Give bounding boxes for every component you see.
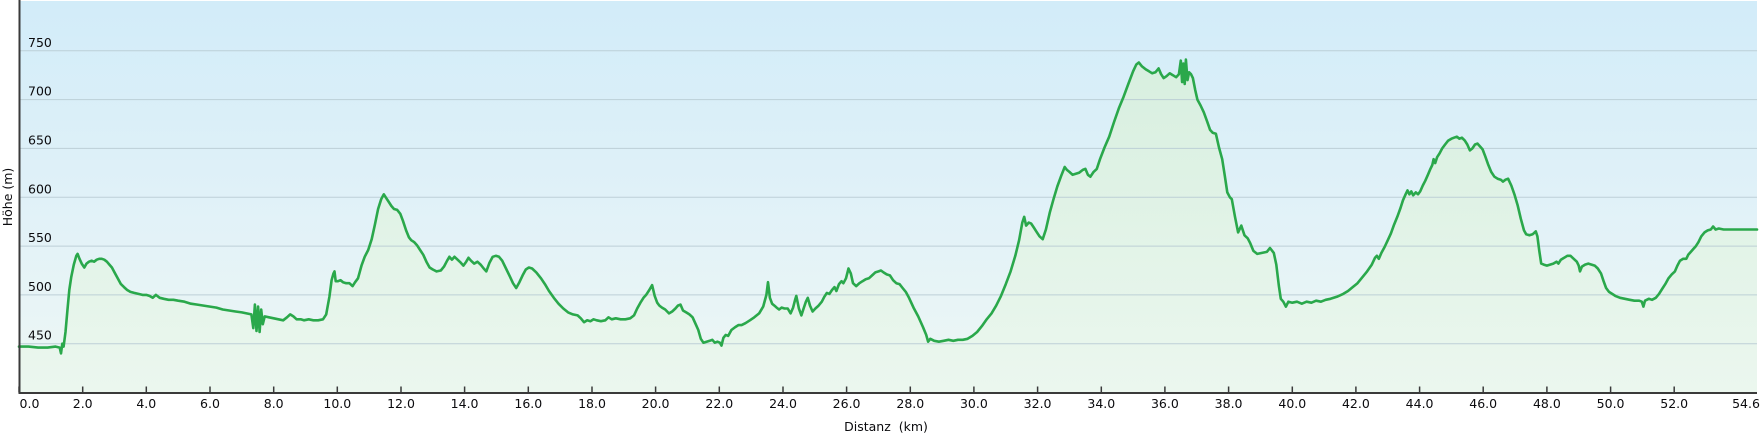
x-tick-label: 50.0 bbox=[1597, 396, 1625, 411]
x-tick-label: 34.0 bbox=[1087, 396, 1115, 411]
y-tick-label: 500 bbox=[28, 279, 52, 294]
x-tick-label: 36.0 bbox=[1151, 396, 1179, 411]
x-tick-label: 10.0 bbox=[323, 396, 351, 411]
y-tick-label: 550 bbox=[28, 230, 52, 245]
horizontal-gridlines bbox=[20, 50, 1757, 345]
x-tick-label: 4.0 bbox=[136, 396, 156, 411]
y-tick-label: 450 bbox=[28, 328, 52, 343]
x-tick-label: 0.0 bbox=[20, 396, 40, 411]
x-tick-label: 30.0 bbox=[960, 396, 988, 411]
x-tick-label: 16.0 bbox=[514, 396, 542, 411]
x-tick-label: 42.0 bbox=[1342, 396, 1370, 411]
x-tick-label: 12.0 bbox=[387, 396, 415, 411]
elevation-area-fill bbox=[19, 59, 1757, 393]
x-tick-label: 2.0 bbox=[73, 396, 93, 411]
x-tick-label: 28.0 bbox=[896, 396, 924, 411]
y-tick-label: 700 bbox=[28, 84, 52, 99]
x-axis-title: Distanz (km) bbox=[844, 419, 928, 434]
x-tick-label: 18.0 bbox=[578, 396, 606, 411]
y-tick-label: 750 bbox=[28, 35, 52, 50]
x-tick-label: 26.0 bbox=[833, 396, 861, 411]
x-tick-label: 40.0 bbox=[1278, 396, 1306, 411]
x-tick-label: 24.0 bbox=[769, 396, 797, 411]
x-tick-label: 44.0 bbox=[1406, 396, 1434, 411]
x-tick-label: 8.0 bbox=[264, 396, 284, 411]
x-tick-label: 20.0 bbox=[642, 396, 670, 411]
y-axis-title: Höhe (m) bbox=[0, 168, 15, 227]
x-tick-label: 22.0 bbox=[705, 396, 733, 411]
x-tick-label: 6.0 bbox=[200, 396, 220, 411]
x-axis-tick-labels: 0.0 2.0 4.0 6.0 8.0 10.0 12.0 14.0 16.0 18.0 20.0 2… bbox=[20, 396, 1760, 411]
x-tick-label: 48.0 bbox=[1533, 396, 1561, 411]
x-tick-label: 46.0 bbox=[1469, 396, 1497, 411]
x-tick-label: 54.6 bbox=[1732, 396, 1760, 411]
x-tick-label: 14.0 bbox=[451, 396, 479, 411]
y-tick-label: 600 bbox=[28, 181, 52, 196]
x-tick-label: 38.0 bbox=[1215, 396, 1243, 411]
y-axis-tick-labels: 450 500 550 600 650 700 750 bbox=[28, 35, 52, 343]
x-tick-label: 52.0 bbox=[1660, 396, 1688, 411]
x-axis-tick-marks bbox=[18, 386, 1675, 393]
y-tick-label: 650 bbox=[28, 132, 52, 147]
elevation-line bbox=[17, 58, 1759, 355]
x-tick-label: 32.0 bbox=[1024, 396, 1052, 411]
